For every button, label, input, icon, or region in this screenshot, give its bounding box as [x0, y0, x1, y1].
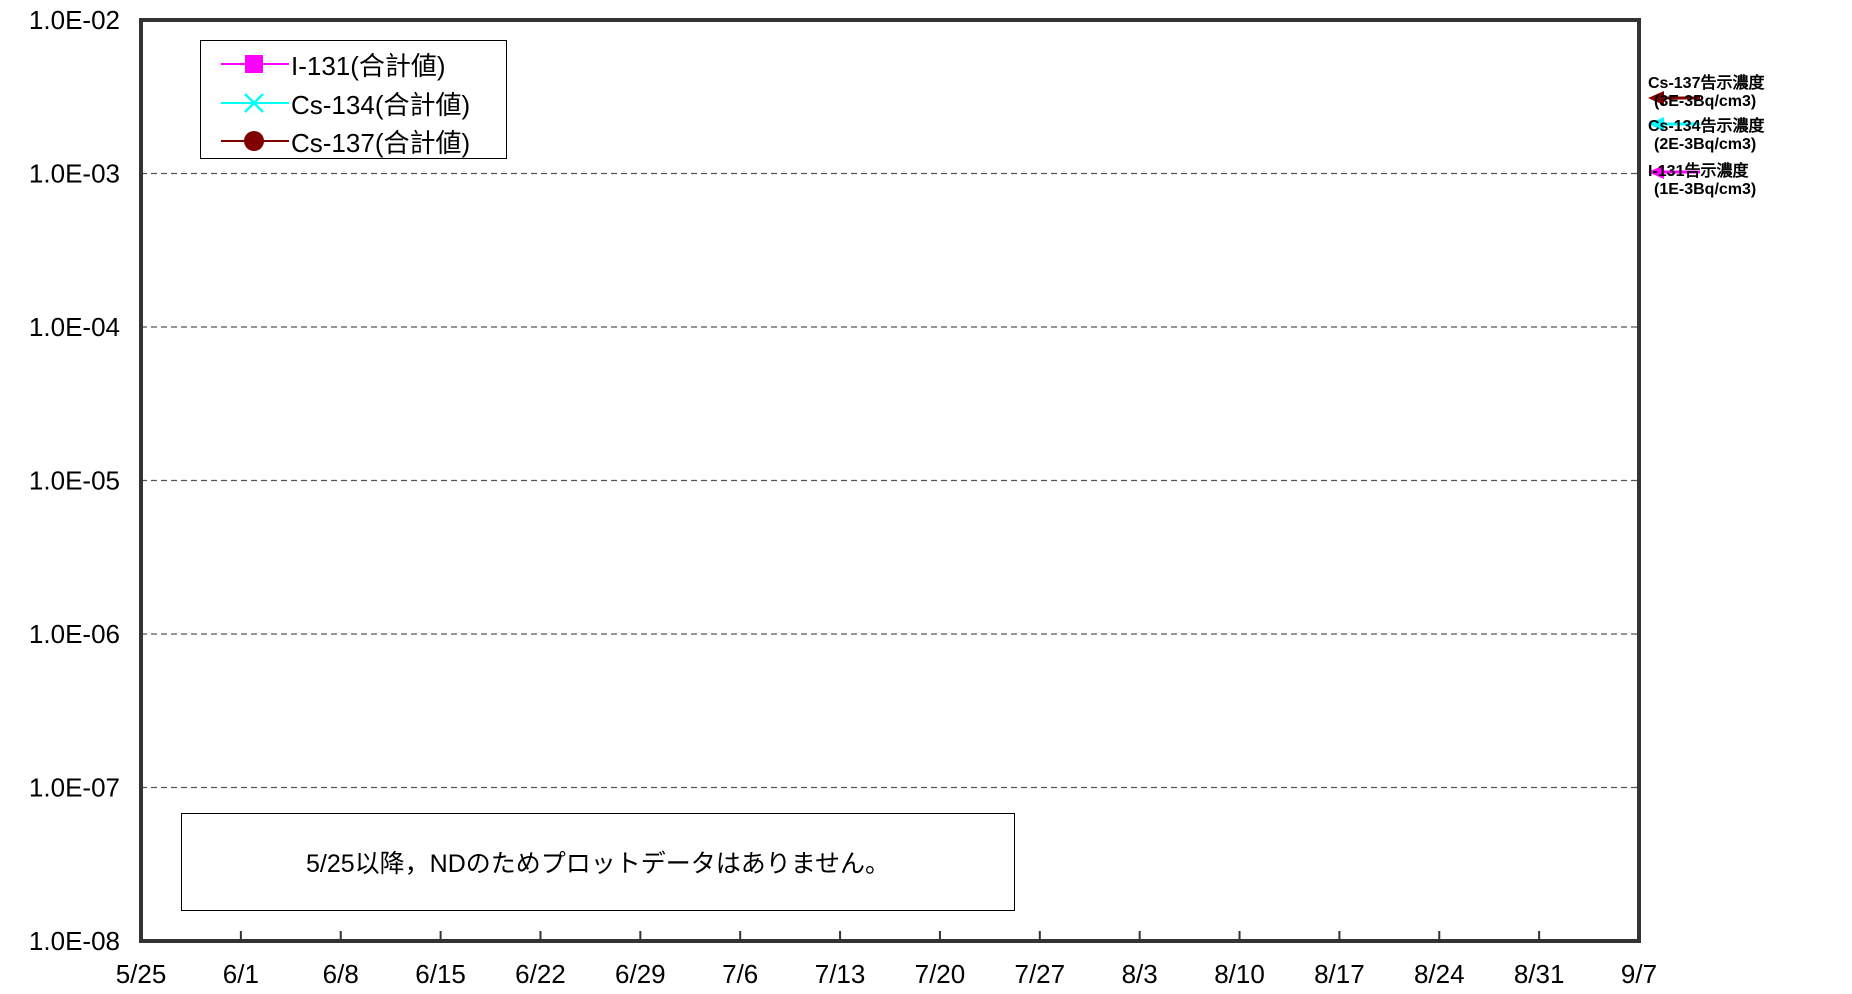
x-tick-label: 8/17 [1314, 959, 1365, 989]
x-tick-label: 8/24 [1414, 959, 1465, 989]
x-tick-label: 7/13 [815, 959, 866, 989]
limit-value: (3E-3Bq/cm3) [1654, 93, 1757, 110]
x-tick-label: 8/31 [1514, 959, 1565, 989]
legend-item: Cs-134(合計値) [221, 85, 470, 121]
limit-name: I-131告示濃度 [1648, 163, 1749, 180]
y-tick-label: 1.0E-02 [29, 5, 120, 35]
grid-lines [141, 172, 1639, 789]
legend-sample-circle-icon [221, 131, 289, 151]
legend-sample-x-icon [221, 93, 289, 113]
legend-label: Cs-134(合計値) [291, 89, 471, 120]
y-tick-label: 1.0E-03 [29, 159, 120, 189]
legend-sample-square-icon [221, 55, 289, 73]
x-tick-label: 7/27 [1014, 959, 1065, 989]
x-tick-label: 6/22 [515, 959, 566, 989]
x-tick-label: 6/8 [323, 959, 359, 989]
legend: I-131(合計値) Cs-134(合計値) Cs-137(合計値) [200, 40, 507, 159]
limit-label-cs134: Cs-134告示濃度 (2E-3Bq/cm3) [1648, 118, 1848, 154]
x-tick-label: 7/6 [722, 959, 758, 989]
x-tick-label: 6/1 [223, 959, 259, 989]
x-tick-label: 6/15 [415, 959, 466, 989]
x-tick-label: 8/10 [1214, 959, 1265, 989]
y-tick-label: 1.0E-08 [29, 926, 120, 956]
y-axis: 1.0E-08 1.0E-07 1.0E-06 1.0E-05 1.0E-04 1.0E-… [29, 5, 120, 956]
x-axis: 5/25 6/1 6/8 6/15 6/22 6/29 7/6 7/13 7/20 7/27 8/3… [116, 931, 1657, 989]
plot-area [139, 18, 1641, 943]
y-tick-label: 1.0E-07 [29, 773, 120, 803]
x-tick-label: 5/25 [116, 959, 167, 989]
legend-item: I-131(合計値) [221, 46, 446, 82]
annotation-text: 5/25以降，NDのためプロットデータはありません。 [305, 850, 891, 878]
legend-item: Cs-137(合計値) [221, 123, 470, 159]
x-tick-label: 8/3 [1122, 959, 1158, 989]
legend-label: Cs-137(合計値) [291, 127, 471, 158]
y-tick-label: 1.0E-05 [29, 466, 120, 496]
legend-label: I-131(合計値) [291, 50, 446, 81]
limit-arrows [1648, 91, 1700, 179]
limit-arrow-icon [1648, 91, 1700, 105]
limit-arrow-icon [1648, 117, 1700, 131]
annotation-box: 5/25以降，NDのためプロットデータはありません。 [181, 813, 1015, 911]
limit-name: Cs-137告示濃度 [1648, 75, 1765, 92]
limit-value: (1E-3Bq/cm3) [1654, 181, 1757, 198]
x-tick-label: 9/7 [1621, 959, 1657, 989]
limit-label-i131: I-131告示濃度 (1E-3Bq/cm3) [1648, 163, 1848, 199]
limit-value: (2E-3Bq/cm3) [1654, 136, 1757, 153]
x-tick-label: 6/29 [615, 959, 666, 989]
y-tick-label: 1.0E-04 [29, 312, 120, 342]
x-tick-label: 7/20 [915, 959, 966, 989]
limit-name: Cs-134告示濃度 [1648, 118, 1765, 135]
limit-label-cs137: Cs-137告示濃度 (3E-3Bq/cm3) [1648, 75, 1848, 111]
limit-arrow-icon [1648, 165, 1700, 179]
y-tick-label: 1.0E-06 [29, 619, 120, 649]
